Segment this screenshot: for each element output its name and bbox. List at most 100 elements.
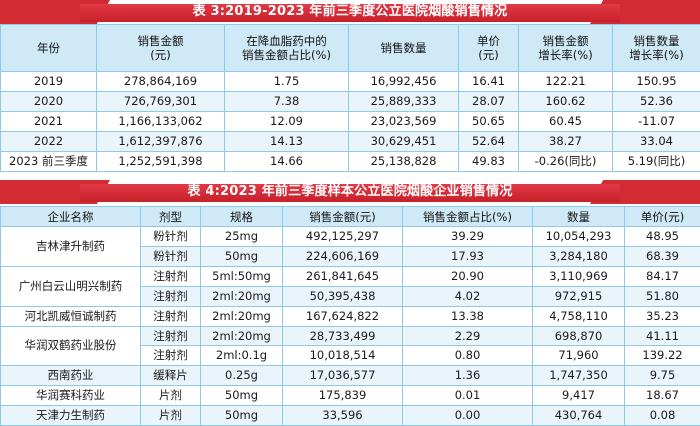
table2-header-cell: 销售金额占比(%) <box>403 207 533 227</box>
table1-annual-sales: 年份销售金额(元)在降血脂药中的销售金额占比(%)销售数量单价(元)销售金额增长… <box>0 24 700 172</box>
table-cell: 1,252,591,398 <box>97 152 225 172</box>
table-cell: 50.65 <box>459 112 519 132</box>
table-cell: 51.80 <box>625 286 700 306</box>
table-cell: 1,612,397,876 <box>97 132 225 152</box>
table-cell: 25,889,333 <box>349 92 459 112</box>
table-cell: 160.62 <box>519 92 613 112</box>
table-cell: 注射剂 <box>141 286 201 306</box>
table-cell: 2023 前三季度 <box>1 152 97 172</box>
table2-header-cell: 单价(元) <box>625 207 700 227</box>
table-cell: 25,138,828 <box>349 152 459 172</box>
table-cell: 726,769,301 <box>97 92 225 112</box>
table-cell: 68.39 <box>625 246 700 266</box>
table-cell: 2ml:20mg <box>201 326 283 346</box>
company-name-cell: 吉林津升制药 <box>1 227 141 267</box>
table-cell: 3,110,969 <box>533 266 625 286</box>
table1-title-bar: 表 3:2019-2023 年前三季度公立医院烟酸销售情况 <box>0 0 700 24</box>
table-cell: 4.02 <box>403 286 533 306</box>
table-cell: 注射剂 <box>141 326 201 346</box>
table1-header-cell: 销售数量增长率(%) <box>613 25 700 72</box>
table-cell: 23,023,569 <box>349 112 459 132</box>
table2-header-cell: 销售金额(元) <box>283 207 403 227</box>
table-cell: 16.41 <box>459 72 519 92</box>
table-cell: 492,125,297 <box>283 227 403 247</box>
company-name-cell: 华润赛科药业 <box>1 386 141 406</box>
table2-header-cell: 数量 <box>533 207 625 227</box>
company-name-cell: 西南药业 <box>1 366 141 386</box>
table-cell: 698,870 <box>533 326 625 346</box>
table-cell: 167,624,822 <box>283 306 403 326</box>
table1-header-cell: 年份 <box>1 25 97 72</box>
table-cell: 缓释片 <box>141 366 201 386</box>
header-line: 销售金额 <box>519 34 612 48</box>
table-cell: 10,054,293 <box>533 227 625 247</box>
table-cell: 175,839 <box>283 386 403 406</box>
table-cell: 28,733,499 <box>283 326 403 346</box>
table-cell: 片剂 <box>141 386 201 406</box>
table-cell: 2019 <box>1 72 97 92</box>
table-cell: 5.19(同比) <box>613 152 700 172</box>
table-cell: 17.93 <box>403 246 533 266</box>
table-cell: 0.08 <box>625 406 700 426</box>
table-cell: 2021 <box>1 112 97 132</box>
header-line: 年份 <box>1 41 96 55</box>
table-cell: 224,606,169 <box>283 246 403 266</box>
table-cell: 122.21 <box>519 72 613 92</box>
header-line: 增长率(%) <box>519 48 612 62</box>
table-cell: 5ml:50mg <box>201 266 283 286</box>
table-cell: 2020 <box>1 92 97 112</box>
table-cell: 38.27 <box>519 132 613 152</box>
header-line: 销售数量 <box>613 34 700 48</box>
table-cell: 33,596 <box>283 406 403 426</box>
table1-header-cell: 单价(元) <box>459 25 519 72</box>
table2-header-row: 企业名称剂型规格销售金额(元)销售金额占比(%)数量单价(元) <box>1 207 700 227</box>
table1-header-row: 年份销售金额(元)在降血脂药中的销售金额占比(%)销售数量单价(元)销售金额增长… <box>1 25 700 72</box>
table-cell: 39.29 <box>403 227 533 247</box>
table-cell: 17,036,577 <box>283 366 403 386</box>
table-cell: 30,629,451 <box>349 132 459 152</box>
header-line: 增长率(%) <box>613 48 700 62</box>
table-cell: 84.17 <box>625 266 700 286</box>
table-cell: 14.66 <box>225 152 349 172</box>
header-line: (元) <box>97 48 224 62</box>
table-cell: 18.67 <box>625 386 700 406</box>
table-cell: 3,284,180 <box>533 246 625 266</box>
table2-header-cell: 剂型 <box>141 207 201 227</box>
table-cell: 261,841,645 <box>283 266 403 286</box>
header-line: 销售金额占比(%) <box>225 48 348 62</box>
table-cell: 9.75 <box>625 366 700 386</box>
table-cell: 注射剂 <box>141 306 201 326</box>
table-cell: 60.45 <box>519 112 613 132</box>
table-cell: 50mg <box>201 246 283 266</box>
table-cell: 16,992,456 <box>349 72 459 92</box>
table-cell: 13.38 <box>403 306 533 326</box>
company-name-cell: 河北凯威恒诚制药 <box>1 306 141 326</box>
table-cell: -11.07 <box>613 112 700 132</box>
header-line: 销售数量 <box>349 41 458 55</box>
table-cell: 0.80 <box>403 346 533 366</box>
table2-title: 表 4:2023 年前三季度样本公立医院烟酸企业销售情况 <box>0 180 700 204</box>
table-cell: 1.75 <box>225 72 349 92</box>
table-cell: 粉针剂 <box>141 227 201 247</box>
table-cell: 33.04 <box>613 132 700 152</box>
company-name-cell: 天津力生制药 <box>1 406 141 426</box>
table-cell: 35.23 <box>625 306 700 326</box>
table2-title-bar: 表 4:2023 年前三季度样本公立医院烟酸企业销售情况 <box>0 180 700 204</box>
table2-header-cell: 规格 <box>201 207 283 227</box>
table-cell: 28.07 <box>459 92 519 112</box>
table-cell: 12.09 <box>225 112 349 132</box>
table-cell: 1,747,350 <box>533 366 625 386</box>
table-cell: 25mg <box>201 227 283 247</box>
company-name-cell: 广州白云山明兴制药 <box>1 266 141 306</box>
table1-header-cell: 销售金额增长率(%) <box>519 25 613 72</box>
table-cell: -0.26(同比) <box>519 152 613 172</box>
